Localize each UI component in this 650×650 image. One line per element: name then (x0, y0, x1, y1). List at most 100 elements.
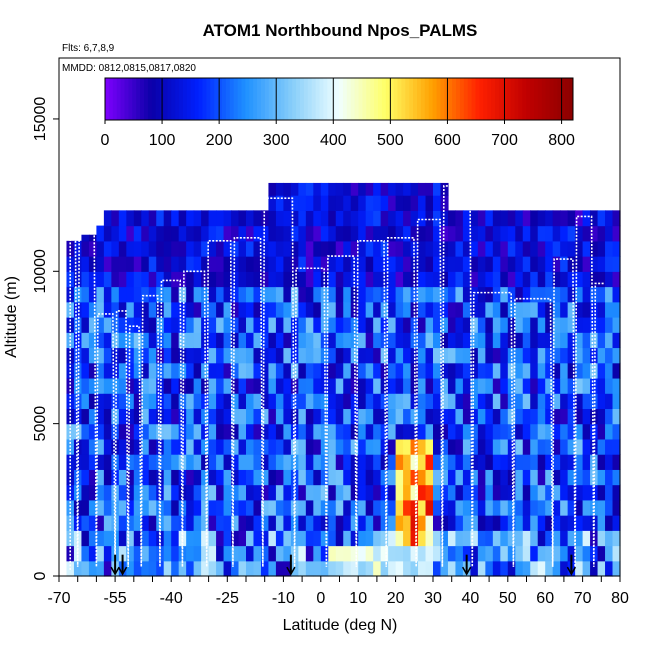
curtain-cell (530, 499, 539, 516)
curtain-cell (328, 469, 337, 486)
curtain-cell (500, 301, 509, 318)
curtain-cell (148, 499, 157, 516)
curtain-cell (477, 454, 486, 470)
curtain-cell (73, 515, 83, 531)
curtain-cell (208, 469, 217, 486)
curtain-cell (88, 317, 97, 333)
curtain-cell (447, 530, 457, 547)
curtain-cell (373, 438, 382, 455)
curtain-cell (425, 545, 434, 562)
curtain-cell (358, 301, 367, 318)
curtain-cell (365, 182, 374, 196)
curtain-cell (216, 347, 225, 364)
curtain-cell (410, 515, 419, 531)
colorbar-segment (190, 78, 196, 120)
curtain-cell (253, 454, 262, 470)
curtain-cell (447, 469, 457, 486)
curtain-cell (305, 225, 314, 242)
curtain-cell (403, 530, 412, 547)
curtain-cell (253, 271, 262, 288)
curtain-cell (335, 515, 344, 531)
colorbar-segment (292, 78, 297, 120)
curtain-cell (605, 240, 614, 257)
colorbar-segment (413, 78, 418, 120)
curtain-cell (492, 225, 501, 242)
colorbar-segment (307, 78, 313, 120)
curtain-cell (238, 454, 247, 470)
curtain-cell (612, 393, 621, 410)
curtain-cell (246, 256, 255, 272)
curtain-cell (231, 210, 240, 227)
curtain-cell (515, 438, 524, 455)
curtain-cell (141, 438, 150, 455)
x-tick-label: 80 (611, 590, 629, 607)
curtain-cell (275, 195, 284, 211)
curtain-cell (545, 545, 554, 562)
curtain-cell (73, 256, 83, 272)
curtain-cell (186, 317, 195, 333)
curtain-cell (373, 499, 382, 516)
curtain-cell (186, 438, 195, 455)
curtain-cell (507, 560, 516, 577)
curtain-cell (418, 347, 427, 364)
curtain-cell (313, 210, 322, 227)
curtain-cell (328, 560, 337, 577)
curtain-cell (567, 301, 576, 318)
curtain-cell (560, 377, 569, 394)
curtain-cell (141, 301, 150, 318)
colorbar-segment (257, 78, 262, 120)
y-tick-label: 15000 (32, 97, 49, 142)
curtain-cell (470, 530, 479, 547)
curtain-cell (178, 408, 187, 425)
curtain-cell (403, 469, 412, 486)
curtain-cell (530, 515, 539, 531)
curtain-cell (216, 469, 225, 486)
curtain-cell (440, 393, 449, 410)
curtain-cell (462, 454, 471, 470)
curtain-cell (582, 423, 591, 440)
curtain-cell (343, 286, 352, 303)
curtain-cell (320, 347, 329, 364)
curtain-cell (530, 332, 539, 349)
curtain-cell (253, 515, 262, 531)
curtain-cell (582, 377, 591, 394)
curtain-cell (148, 332, 157, 349)
curtain-cell (223, 240, 232, 257)
curtain-cell (253, 484, 262, 501)
curtain-cell (148, 393, 157, 410)
curtain-cell (201, 332, 210, 349)
curtain-cell (395, 530, 404, 547)
curtain-cell (260, 393, 270, 410)
curtain-cell (246, 210, 255, 227)
curtain-cell (148, 301, 157, 318)
curtain-cell (433, 499, 442, 516)
curtain-cell (410, 210, 419, 227)
curtain-cell (186, 271, 195, 288)
curtain-cell (500, 240, 509, 257)
curtain-cell (328, 317, 337, 333)
curtain-cell (537, 454, 546, 470)
curtain-cell (410, 454, 419, 470)
curtain-cell (365, 499, 374, 516)
curtain-cell (612, 347, 621, 364)
curtain-cell (66, 545, 75, 562)
curtain-cell (103, 484, 112, 501)
curtain-cell (275, 182, 284, 196)
curtain-cell (358, 515, 367, 531)
curtain-cell (275, 499, 284, 516)
colorbar-segment (467, 78, 473, 120)
curtain-cell (216, 499, 225, 516)
curtain-cell (275, 301, 284, 318)
curtain-cell (582, 469, 591, 486)
curtain-cell (148, 347, 157, 364)
curtain-cell (186, 408, 195, 425)
curtain-cell (201, 362, 210, 379)
curtain-cell (455, 560, 464, 577)
curtain-cell (320, 182, 329, 196)
curtain-cell (403, 195, 412, 211)
curtain-cell (365, 301, 374, 318)
curtain-cell (208, 210, 217, 227)
curtain-cell (193, 377, 202, 394)
curtain-cell (582, 332, 591, 349)
